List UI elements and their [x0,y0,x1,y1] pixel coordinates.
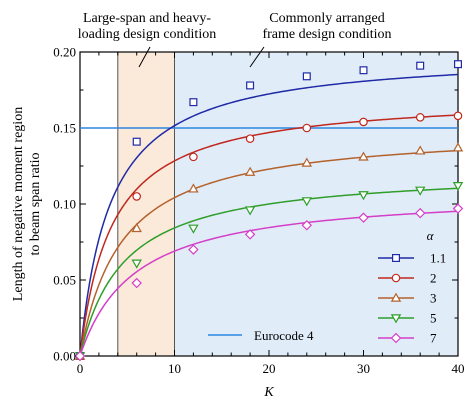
y-axis-label-line: Length of negative moment region [11,107,26,301]
series-point-2 [245,134,255,143]
series-point-1.1 [189,98,198,107]
series-point-7 [414,207,426,219]
region-label-large-span: Large-span and heavy- [83,11,211,26]
series-point-3 [301,157,313,167]
series-line-7 [79,210,459,357]
x-tick-label: 0 [77,361,84,376]
region-leader-common-frame [249,46,265,68]
y-tick-label: 0.20 [53,45,76,60]
series-point-5 [452,182,464,192]
y-axis-label-line: to beam span ratio [28,152,43,255]
legend-marker-2 [391,273,401,283]
series-point-1.1 [246,81,255,90]
x-axis-label: K [263,385,274,400]
series-lines-layer [79,73,459,357]
legend-title: α [427,228,435,243]
series-point-7 [452,203,464,214]
series-point-3 [188,183,199,193]
y-tick-label: 0.10 [53,197,76,212]
series-point-7 [74,350,86,362]
series-line-3 [79,149,459,357]
legend-label-eurocode-4: Eurocode 4 [254,328,314,343]
legend-label-5: 5 [430,311,437,326]
series-point-1.1 [132,137,141,146]
x-tick-label: 20 [263,361,276,376]
series-point-3 [131,222,142,233]
legend-label-1.1: 1.1 [430,251,446,266]
series-point-2 [453,111,463,121]
series-point-2 [132,192,141,201]
series-point-5 [244,206,256,216]
legend-marker-3 [390,292,402,302]
region-label-large-span: loading design condition [78,27,216,42]
series-point-1.1 [359,66,368,75]
x-tick-label: 30 [357,361,370,376]
series-point-7 [358,212,369,223]
series-point-3 [414,145,426,155]
legend-label-7: 7 [430,331,437,346]
series-point-2 [189,152,198,162]
series-markers-layer [74,60,464,362]
series-point-2 [302,123,312,133]
series-point-1.1 [302,72,311,81]
series-point-3 [358,151,369,161]
series-point-7 [131,277,142,289]
series-point-5 [414,186,426,196]
region-large-span [117,52,175,356]
series-point-7 [188,244,199,255]
series-line-2 [79,114,459,357]
series-line-1.1 [79,73,459,357]
series-point-2 [359,117,368,127]
series-point-2 [415,113,425,122]
regions-layer [117,52,458,356]
series-point-5 [358,191,369,201]
legend: α 1.1 2 3 5 7 Eurocode 4 [208,228,446,346]
x-tick-label: 40 [452,361,465,376]
series-point-7 [244,229,256,240]
y-tick-label: 0.05 [53,273,76,288]
series-point-1.1 [416,61,425,70]
legend-label-3: 3 [430,291,437,306]
legend-marker-5 [390,314,402,324]
text-layer: 0 10 20 30 40 0.00 0.05 0.10 0.15 0.20 K Length of … [11,11,465,400]
region-common-frame [174,52,458,356]
series-point-3 [452,142,464,152]
series-point-5 [188,224,199,234]
region-label-common-frame: Commonly arranged [269,11,384,26]
legend-label-2: 2 [430,271,437,286]
series-point-1.1 [454,60,463,69]
x-tick-label: 10 [168,361,181,376]
series-point-3 [244,166,256,176]
series-line-5 [79,187,459,357]
y-tick-label: 0.00 [53,349,76,364]
region-label-common-frame: frame design condition [262,27,391,42]
legend-marker-1.1 [392,254,401,263]
legend-marker-7 [390,332,402,344]
series-point-5 [301,197,313,207]
series-point-7 [301,220,313,231]
y-tick-label: 0.15 [53,121,76,136]
region-leader-large-span [138,46,151,68]
series-point-5 [131,259,142,269]
